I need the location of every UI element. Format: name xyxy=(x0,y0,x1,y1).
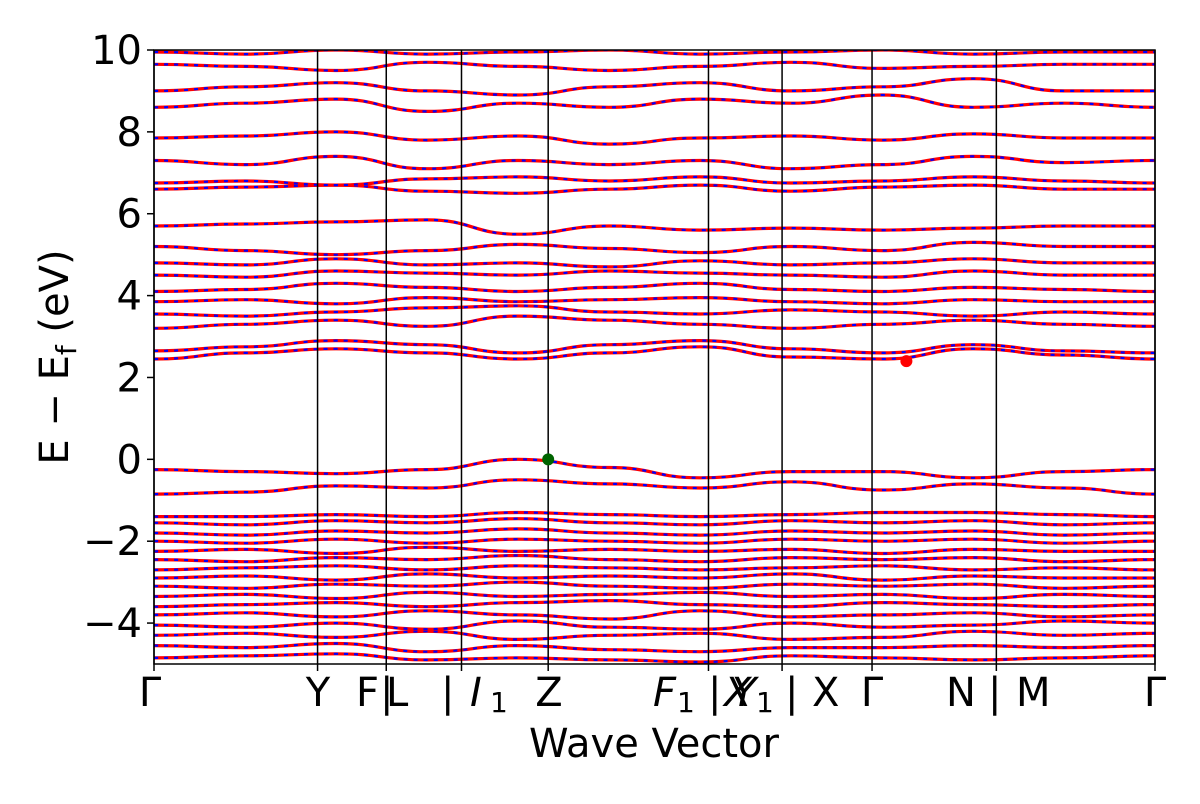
y-tick-label: −4 xyxy=(83,601,142,647)
x-tick-label: Γ xyxy=(1144,670,1167,716)
band-23-spin-down xyxy=(154,282,1155,293)
x-tick-label: N xyxy=(946,670,976,716)
band-5-spin-down xyxy=(154,599,1155,608)
x-tick-label: I xyxy=(470,670,482,716)
x-tick-label: Y xyxy=(305,670,331,716)
band-12-spin-down xyxy=(154,538,1155,545)
x-tick-label: Γ xyxy=(861,670,884,716)
x-axis-label: Wave Vector xyxy=(529,721,780,767)
x-tick-label: F xyxy=(653,670,677,716)
x-tick-label: 1 xyxy=(756,686,774,719)
x-tick-label: | xyxy=(380,670,393,716)
band-21-spin-down xyxy=(154,304,1155,318)
y-tick-label: 0 xyxy=(117,437,142,483)
band-18-spin-down xyxy=(154,345,1155,361)
band-6-spin-down xyxy=(154,591,1155,600)
x-tick-label: Z xyxy=(535,670,562,716)
x-tick-label: L xyxy=(386,670,409,716)
band-24-spin-down xyxy=(154,269,1155,279)
band-2-spin-down xyxy=(154,630,1155,641)
band-35-spin-down xyxy=(154,50,1155,56)
x-axis-ticks: Γ Y F |L | I 1 Z F 1 | XY 1 | X Γ N | M Γ xyxy=(139,664,1167,719)
band-9-spin-down xyxy=(154,564,1155,572)
y-axis-ticks: −4 −2 0 2 4 6 8 10 xyxy=(83,28,154,647)
x-tick-label: M xyxy=(1016,670,1051,716)
x-tick-label: 1 xyxy=(490,686,508,719)
band-34-spin-down xyxy=(154,61,1155,72)
extrema-markers xyxy=(542,355,913,466)
band-7-spin-down xyxy=(154,580,1155,590)
band-1-spin-down xyxy=(154,642,1155,653)
y-tick-label: 6 xyxy=(117,192,142,238)
y-tick-label: 4 xyxy=(117,274,142,320)
y-tick-label: 2 xyxy=(117,355,142,401)
x-tick-label: | xyxy=(988,670,1001,716)
y-axis-label-unit: (eV) xyxy=(32,249,78,345)
band-13-spin-down xyxy=(154,527,1155,537)
x-tick-label: Y xyxy=(732,670,760,716)
band-15-spin-down xyxy=(154,511,1155,518)
band-25-spin-down xyxy=(154,257,1155,269)
y-axis-label-main: E − E xyxy=(32,355,78,465)
band-28-spin-down xyxy=(154,183,1155,195)
x-tick-label: X xyxy=(812,670,839,716)
cbm-marker xyxy=(900,355,913,368)
band-17-spin-down xyxy=(154,458,1155,479)
band-14-spin-down xyxy=(154,517,1155,526)
y-axis-label: E − Ef (eV) xyxy=(32,249,83,464)
x-tick-label: | xyxy=(441,670,454,716)
band-30-spin-down xyxy=(154,155,1155,170)
band-19-spin-down xyxy=(154,339,1155,355)
band-32-spin-down xyxy=(154,93,1155,113)
band-8-spin-down xyxy=(154,572,1155,582)
x-tick-label: 1 xyxy=(677,686,695,719)
x-tick-label: X xyxy=(722,670,753,716)
x-tick-label: Γ xyxy=(139,670,162,716)
y-axis-label-sub: f xyxy=(50,344,83,355)
band-10-spin-down xyxy=(154,554,1155,563)
band-3-spin-down xyxy=(154,619,1155,631)
plot-frame xyxy=(153,49,1156,665)
band-29-spin-down xyxy=(154,175,1155,187)
band-20-spin-down xyxy=(154,314,1155,330)
band-22-spin-down xyxy=(154,296,1155,305)
y-tick-label: 8 xyxy=(117,110,142,156)
vbm-marker xyxy=(542,453,555,466)
band-26-spin-down xyxy=(154,241,1155,256)
x-tick-label: | xyxy=(708,670,721,716)
y-tick-label: −2 xyxy=(83,519,142,565)
band-4-spin-down xyxy=(154,609,1155,621)
band-27-spin-down xyxy=(154,218,1155,236)
band-11-spin-down xyxy=(154,546,1155,555)
band-33-spin-down xyxy=(154,77,1155,97)
band-16-spin-down xyxy=(154,478,1155,496)
x-tick-label: F xyxy=(356,670,379,716)
band-31-spin-down xyxy=(154,130,1155,146)
band-0-spin-down xyxy=(154,652,1155,664)
y-tick-label: 10 xyxy=(91,28,142,74)
bands-layer xyxy=(154,50,1155,664)
x-tick-label: | xyxy=(785,670,798,716)
